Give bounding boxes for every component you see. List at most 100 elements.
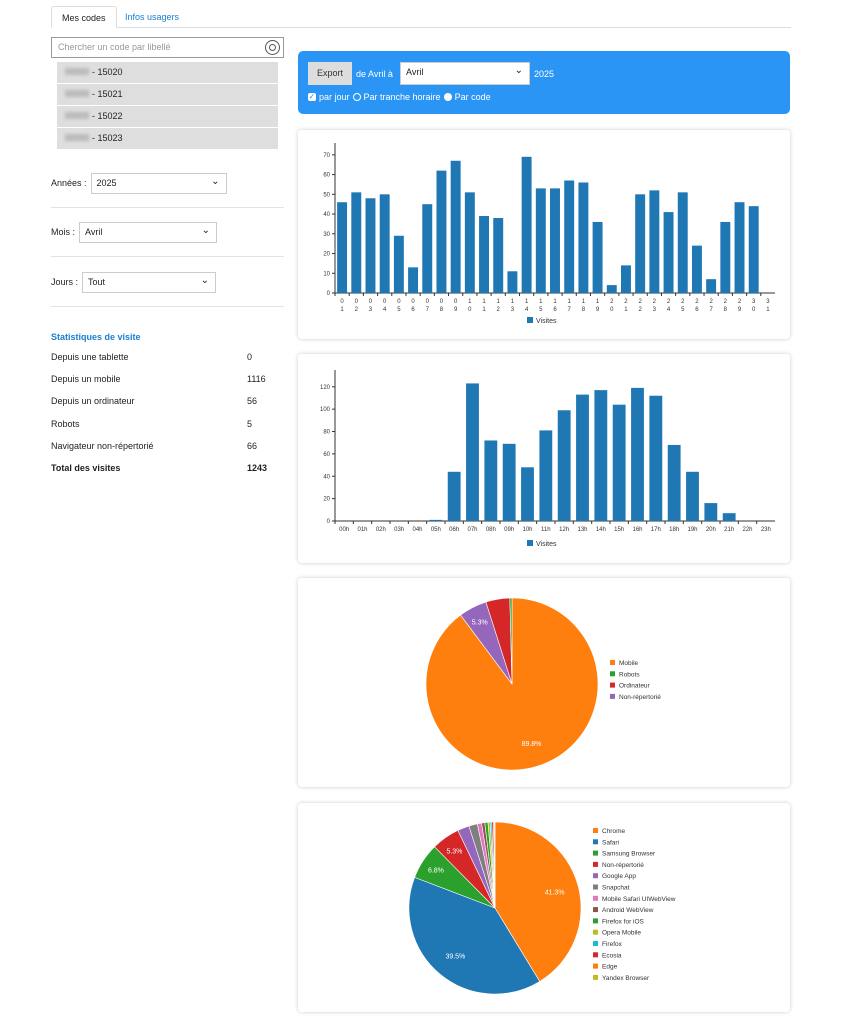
blurred-label [65,90,89,97]
pie-slice [494,821,496,909]
stat-label: Total des visites [51,462,121,473]
x-tick-label: 05h [431,527,441,533]
stat-label: Depuis un mobile [51,374,121,385]
bar [466,383,479,521]
code-label: - 15023 [92,133,123,143]
tab-mes-codes[interactable]: Mes codes [51,6,117,28]
par-code-label: Par code [454,92,491,102]
search-icon[interactable] [265,40,280,55]
legend-label: Ecosia [602,952,622,959]
bar [464,192,475,293]
bar [686,471,699,521]
tab-infos-usagers[interactable]: Infos usagers [125,12,180,22]
days-filter: Jours : Tout [51,258,284,307]
bar [557,410,571,521]
legend-swatch [593,929,598,935]
pie-slice [494,821,582,982]
code-item[interactable]: - 15020 [57,62,278,83]
visit-stats: Statistiques de visite Depuis une tablet… [51,332,284,485]
month-select[interactable]: Avril [79,221,218,243]
x-tick-label: 23h [761,527,771,533]
bar [635,194,646,293]
bar [507,271,518,293]
blurred-label [65,112,89,119]
bar [564,180,575,293]
x-tick-label: 01h [357,527,367,533]
bar [722,513,736,521]
x-tick-label: 17h [651,527,661,533]
slice-label: 89.8% [522,741,542,748]
legend-swatch [610,671,615,677]
bar [706,279,717,293]
bar [576,394,589,521]
slice-label: 39.5% [445,954,465,961]
code-item[interactable]: - 15021 [57,84,278,105]
days-label: Jours : [51,277,79,287]
year-text: 2025 [534,69,555,79]
radio-par-code[interactable] [443,93,452,101]
par-jour-label: par jour [319,92,350,102]
chart-visits-per-day: 0 10 20 30 40 50 60 70 0 1 0 2 0 3 0 4 0 5 0 6 0 7 0 8 0 9 1 0 1 1 1 2 1… [298,130,790,339]
bar [447,471,461,521]
y-tick-label: 10 [323,271,330,277]
y-tick-label: 50 [323,192,330,198]
legend-swatch [593,907,598,913]
month-label: Mois : [51,227,76,237]
y-tick-label: 20 [323,252,330,258]
bar [484,440,498,521]
chart-browser-pie: 41.3% 39.5% 6.8% 5.3% Chrome Safari Samsung Br… [298,803,790,1012]
bar [479,216,489,293]
code-item[interactable]: - 15023 [57,128,278,149]
bar [734,202,745,293]
legend-label: Mobile Safari UIWebView [602,896,676,903]
bar [535,188,546,293]
y-tick-label: 70 [323,153,330,159]
legend-label: Edge [602,964,618,971]
legend-swatch [593,828,598,833]
x-tick-label: 07h [467,527,477,533]
x-tick-label: 21h [724,527,734,533]
bar [594,390,608,521]
days-select[interactable]: Tout [82,271,217,293]
pie-slice [509,597,513,685]
code-item[interactable]: - 15022 [57,106,278,127]
export-button[interactable]: Export [308,62,352,85]
tab-bar: Mes codes Infos usagers [51,6,791,28]
y-tick-label: 30 [323,232,330,238]
checkbox-par-jour[interactable]: ✓ [308,92,316,101]
bar [704,503,718,521]
legend-swatch [593,941,598,946]
to-month-select[interactable]: Avril [400,61,530,85]
pie-slice [408,876,541,995]
stat-row: Robots 5 [51,419,284,441]
code-label: - 15022 [92,111,123,121]
bar [393,235,404,293]
stat-label: Navigateur non-répertorié [51,440,154,451]
x-tick-label: 22h [742,527,752,533]
x-tick-label: 16h [632,527,642,533]
chart-visits-per-hour: 0 20 40 60 80 100 120 00h 01h 02h 03h 04h 05h 06h 07h 0… [298,354,790,563]
years-select[interactable]: 2025 [90,172,227,194]
x-tick-label: 06h [449,527,459,533]
stat-row: Depuis un ordinateur 56 [51,396,284,418]
radio-par-tranche-horaire[interactable] [352,93,361,101]
stat-value: 5 [247,418,253,429]
search-input[interactable]: Chercher un code par libellé [51,37,284,58]
slice-label: 5.3% [446,848,462,855]
code-label: - 15020 [92,67,123,77]
stat-row: Depuis une tablette 0 [51,352,284,374]
legend-swatch [610,682,615,688]
legend-label: Chrome [602,828,626,835]
